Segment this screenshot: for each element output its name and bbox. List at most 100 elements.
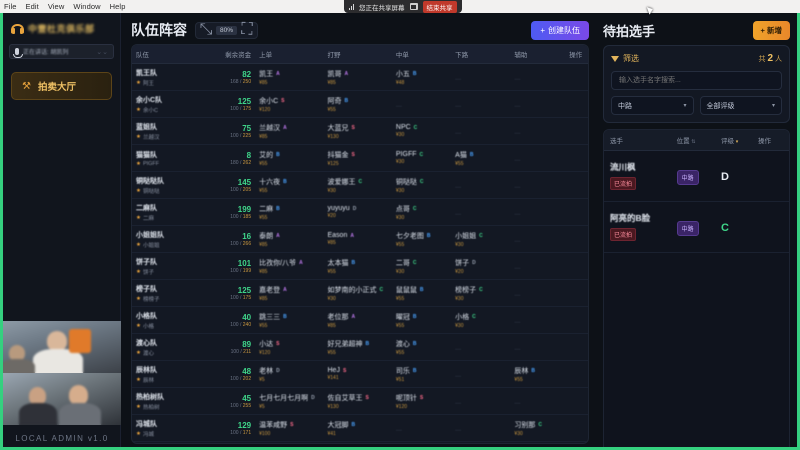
team-cell[interactable]: 渡心队 ★ 渡心 — [132, 333, 201, 361]
team-cell[interactable]: 余小C队 ★ 余小C — [132, 90, 201, 118]
slot-support[interactable]: 辰林 B ¥55 — [510, 360, 566, 388]
table-row[interactable]: 蓝姐队 ★ 兰越汉 75 100 / 225 兰越汉 A ¥85 大蓝兄 S ¥130 NPC C… — [132, 117, 588, 145]
table-row[interactable]: 辰林队 ★ 辰林 48 100 / 202 老林 D ¥5 HeJ S ¥141 司乐 B ¥51—… — [132, 360, 588, 388]
slot-support[interactable]: 小炒肝 C¥30 — [510, 441, 566, 443]
menu-file[interactable]: File — [4, 2, 17, 11]
slot-jungle[interactable]: Eason A ¥85 — [323, 225, 392, 253]
slot-top[interactable]: 二麻 B ¥55 — [255, 198, 324, 226]
slot-mid[interactable]: 七夕老图 B ¥55 — [391, 225, 452, 253]
row-action-cell[interactable] — [565, 117, 588, 145]
slot-jungle[interactable]: HeJ S ¥141 — [323, 360, 392, 388]
slot-top[interactable]: 泰朗 A ¥85 — [255, 225, 324, 253]
table-row[interactable]: 二麻队 ★ 二麻 199 100 / 185 二麻 B ¥55 yuyuyu D ¥20 点哥 C… — [132, 198, 588, 226]
team-cell[interactable]: 二麻队 ★ 二麻 — [132, 198, 201, 226]
row-action-cell[interactable] — [565, 441, 588, 443]
col-rating[interactable]: 评级 ▾ — [714, 130, 752, 151]
monitor-icon[interactable] — [409, 3, 418, 10]
slot-jungle[interactable]: 如梦南的小正式 C ¥30 — [323, 279, 392, 307]
slot-mid[interactable]: 点哥 C ¥30 — [391, 198, 452, 226]
slot-mid[interactable]: PIGFF C ¥30 — [391, 144, 452, 172]
team-cell[interactable]: 小格队 ★ 小格 — [132, 306, 201, 334]
table-row[interactable]: 小格队 ★ 小格 40 100 / 240 跳三三 B ¥55 老位那 A ¥85 曜冠 B ¥55… — [132, 306, 588, 334]
slot-jungle[interactable]: yuyuyu D ¥20 — [323, 198, 392, 226]
slot-mid[interactable]: 铜哒哒 C ¥30 — [391, 171, 452, 199]
video-tile-2[interactable] — [3, 373, 121, 425]
video-tile-1[interactable] — [3, 321, 121, 373]
slot-top[interactable]: 兰越汉 A ¥85 — [255, 117, 324, 145]
table-row[interactable]: 小姐姐队 ★ 小姐姐 16 100 / 266 泰朗 A ¥85 Eason A ¥85 七夕老图… — [132, 225, 588, 253]
table-row[interactable]: 法林队★法林88100 / 262法林 D¥5掌影小丑儿 A¥51大瓦网 A¥8… — [132, 441, 588, 443]
slot-jungle[interactable]: 佐自艾草王 S ¥130 — [323, 387, 392, 415]
slot-top[interactable]: 温苯咸野 S ¥100 — [255, 414, 324, 442]
slot-jungle[interactable]: 抖猫金 S ¥125 — [323, 144, 392, 172]
slot-top[interactable]: 余小C S ¥120 — [255, 90, 324, 118]
team-cell[interactable]: 猫猫队 ★ PIGFF — [132, 144, 201, 172]
menu-help[interactable]: Help — [109, 2, 126, 11]
slot-bot[interactable]: 小格 C ¥30 — [451, 306, 511, 334]
table-row[interactable]: 渡心队 ★ 渡心 89 100 / 211 小达 S ¥120 好兄弟超神 B ¥55 渡心 B ¥… — [132, 333, 588, 361]
row-action-cell[interactable] — [565, 90, 588, 118]
slot-top[interactable]: 七月七月七月啊 D ¥5 — [255, 387, 324, 415]
table-row[interactable]: 铜哒哒队 ★ 铜哒哒 145 100 / 205 十六夜 B ¥55 波爱娜王 C ¥30 铜哒哒… — [132, 171, 588, 199]
row-action-cell[interactable] — [565, 360, 588, 388]
slot-top[interactable]: 十六夜 B ¥55 — [255, 171, 324, 199]
slot-top[interactable]: 小达 S ¥120 — [255, 333, 324, 361]
slot-mid[interactable]: 大瓦网 A¥85 — [391, 441, 452, 443]
slot-top[interactable]: 法林 D¥5 — [255, 441, 324, 443]
search-input[interactable] — [611, 71, 782, 90]
row-action-cell[interactable] — [565, 198, 588, 226]
slot-jungle[interactable]: 老位那 A ¥85 — [323, 306, 392, 334]
team-cell[interactable]: 蓝姐队 ★ 兰越汉 — [132, 117, 201, 145]
slot-mid[interactable]: 二哥 C ¥30 — [391, 252, 452, 280]
slot-mid[interactable]: 渡心 B ¥55 — [391, 333, 452, 361]
player-action-cell[interactable] — [751, 150, 789, 202]
row-action-cell[interactable] — [565, 279, 588, 307]
menu-view[interactable]: View — [47, 2, 65, 11]
row-action-cell[interactable] — [565, 63, 588, 91]
zoom-out-icon[interactable]: ⤡ — [199, 21, 213, 38]
end-share-button[interactable]: 结束共享 — [422, 0, 457, 13]
list-item[interactable]: 流川枫 已流拍 中路 D — [604, 150, 789, 202]
slot-bot[interactable]: 榜榜子 C ¥30 — [451, 279, 511, 307]
slot-mid[interactable]: 小五 B ¥48 — [391, 63, 452, 91]
table-row[interactable]: 余小C队 ★ 余小C 125 100 / 175 余小C S ¥120 阿奇 B ¥55— — — — [132, 90, 588, 118]
team-cell[interactable]: 铜哒哒队 ★ 铜哒哒 — [132, 171, 201, 199]
slot-jungle[interactable]: 阿奇 B ¥55 — [323, 90, 392, 118]
table-row[interactable]: 榜子队 ★ 榜榜子 125 100 / 175 嘉老登 A ¥85 如梦南的小正式 C ¥30 鼠… — [132, 279, 588, 307]
team-cell[interactable]: 法林队★法林 — [132, 441, 201, 443]
team-cell[interactable]: 凯王队 ★ 阿王 — [132, 63, 201, 91]
position-select[interactable]: 中路 ▾ — [611, 96, 694, 115]
table-row[interactable]: 热柏树队 ★ 热柏树 45 100 / 255 七月七月七月啊 D ¥5 佐自艾草王 S ¥13… — [132, 387, 588, 415]
player-action-cell[interactable] — [751, 201, 789, 253]
team-cell[interactable]: 热柏树队 ★ 热柏树 — [132, 387, 201, 415]
table-row[interactable]: 饼子队 ★ 饼子 101 100 / 199 比孜你/八爷 A ¥85 太本猫 B ¥55 二哥 … — [132, 252, 588, 280]
row-action-cell[interactable] — [565, 171, 588, 199]
row-action-cell[interactable] — [565, 306, 588, 334]
slot-jungle[interactable]: 凯哥 A ¥85 — [323, 63, 392, 91]
slot-bot[interactable]: 小姐姐 C ¥30 — [451, 225, 511, 253]
add-player-button[interactable]: + 新增 — [752, 20, 790, 40]
table-row[interactable]: 猫猫队 ★ PIGFF 8 180 / 262 艾的 B ¥55 抖猫金 S ¥125 PIGFF… — [132, 144, 588, 172]
row-action-cell[interactable] — [565, 225, 588, 253]
slot-top[interactable]: 比孜你/八爷 A ¥85 — [255, 252, 324, 280]
menu-edit[interactable]: Edit — [25, 2, 39, 11]
slot-top[interactable]: 艾的 B ¥55 — [255, 144, 324, 172]
team-cell[interactable]: 榜子队 ★ 榜榜子 — [132, 279, 201, 307]
create-team-button[interactable]: + 创建队伍 — [531, 20, 589, 40]
slot-jungle[interactable]: 掌影小丑儿 A¥51 — [323, 441, 392, 443]
fullscreen-icon[interactable]: ⛶ — [241, 21, 253, 38]
team-cell[interactable]: 饼子队 ★ 饼子 — [132, 252, 201, 280]
slot-top[interactable]: 凯王 A ¥85 — [255, 63, 324, 91]
team-cell[interactable]: 辰林队 ★ 辰林 — [132, 360, 201, 388]
slot-mid[interactable]: 呢顶针 S ¥120 — [391, 387, 452, 415]
team-cell[interactable]: 冯城队 ★ 冯城 — [132, 414, 201, 442]
row-action-cell[interactable] — [565, 333, 588, 361]
rating-select[interactable]: 全部评级 ▾ — [699, 96, 782, 115]
slot-mid[interactable]: NPC C ¥30 — [391, 117, 452, 145]
sidebar-item-auction-hall[interactable]: ⚒ 拍卖大厅 — [11, 72, 112, 100]
slot-bot[interactable]: 饼子 D ¥20 — [451, 252, 511, 280]
slot-top[interactable]: 跳三三 B ¥55 — [255, 306, 324, 334]
row-action-cell[interactable] — [565, 414, 588, 442]
slot-support[interactable]: 习别那 C ¥30 — [510, 414, 566, 442]
slot-jungle[interactable]: 好兄弟超神 B ¥55 — [323, 333, 392, 361]
